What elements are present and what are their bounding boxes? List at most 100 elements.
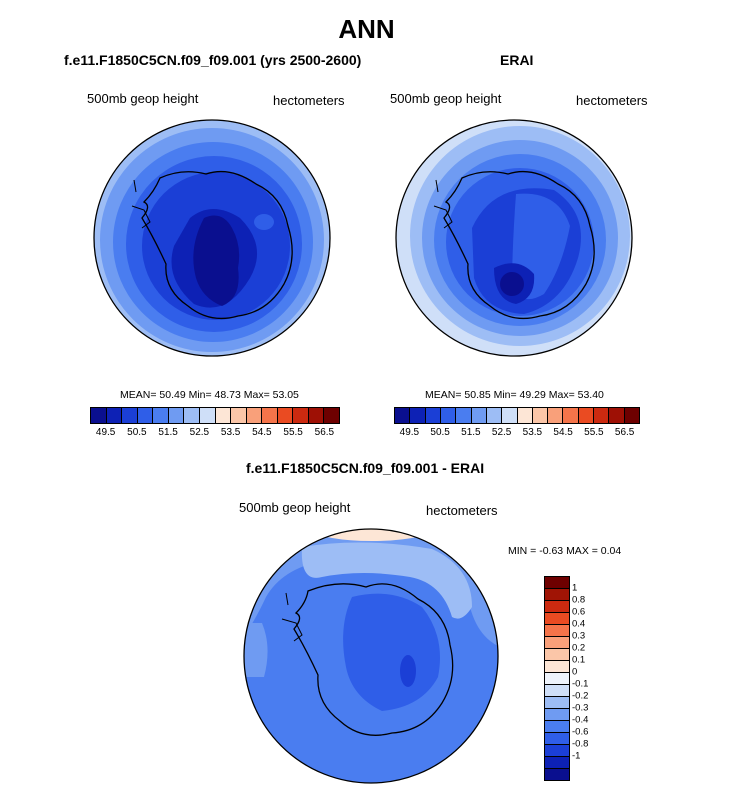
colorbar-swatch	[517, 408, 533, 423]
colorbar-swatch	[456, 408, 472, 423]
antarctica-coastline	[443, 170, 595, 320]
colorbar-tick-label: 54.5	[252, 427, 272, 438]
panel-left-label: 500mb geop height	[239, 500, 351, 515]
colorbar-tick-label: 0	[572, 666, 578, 678]
colorbar-tick-label: -0.2	[572, 690, 589, 702]
colorbar-swatch	[486, 408, 503, 423]
colorbar-swatch	[545, 625, 569, 637]
colorbar-swatch	[410, 408, 426, 423]
colorbar-swatch	[545, 577, 569, 589]
colorbar-tick-label: -0.1	[572, 678, 589, 690]
colorbar-swatch	[624, 408, 639, 423]
colorbar-tick-label: 50.5	[430, 427, 450, 438]
colorbar-swatch	[532, 408, 549, 423]
colorbar-swatch	[231, 408, 247, 423]
colorbar-swatch	[324, 408, 339, 423]
panel-title-obs: ERAI	[500, 52, 534, 68]
colorbar-tick-label: 0.8	[572, 594, 586, 606]
antarctica-coastline	[293, 583, 454, 736]
colorbar-swatch	[578, 408, 595, 423]
colorbar-swatch	[548, 408, 564, 423]
colorbar-swatch	[545, 589, 569, 601]
colorbar-swatch	[545, 685, 569, 697]
colorbar-swatch	[545, 637, 569, 649]
colorbar-swatch	[137, 408, 154, 423]
colorbar-swatch	[502, 408, 518, 423]
panel-title-diff: f.e11.F1850C5CN.f09_f09.001 - ERAI	[246, 460, 485, 476]
page-title: ANN	[338, 14, 395, 44]
diff-stats: MIN = -0.63 MAX = 0.04	[508, 545, 622, 557]
colorbar-swatch	[277, 408, 294, 423]
colorbar-ticks: 49.5 50.5 51.5 52.5 53.5 54.5 55.5 56.5	[90, 424, 340, 438]
colorbar-swatch	[545, 721, 569, 733]
colorbar-swatch	[594, 408, 610, 423]
colorbar-swatch	[545, 673, 569, 685]
colorbar-tick-label: 1	[572, 582, 578, 594]
colorbar-tick-label: 53.5	[220, 427, 241, 438]
colorbar-swatch	[545, 613, 569, 625]
colorbar-swatch	[425, 408, 441, 423]
colorbar-swatch	[545, 769, 569, 780]
colorbar-swatch	[153, 408, 169, 423]
panel-stats: MEAN= 50.49 Min= 48.73 Max= 53.05	[120, 389, 299, 401]
colorbar-swatch	[563, 408, 579, 423]
colorbar-tick-label: -0.8	[572, 738, 589, 750]
colorbar-swatches	[394, 407, 640, 424]
colorbar-swatch	[545, 733, 569, 745]
colorbar-swatch	[246, 408, 263, 423]
panel-units-label: hectometers	[273, 93, 345, 108]
colorbar-swatch	[471, 408, 487, 423]
colorbar-tick-label: 51.5	[158, 427, 178, 438]
colorbar-tick-label: 55.5	[283, 427, 303, 438]
colorbar-tick-label: 0.1	[572, 654, 586, 666]
colorbar-tick-label: 49.5	[399, 427, 420, 438]
colorbar-swatch	[184, 408, 200, 423]
colorbar-swatch	[262, 408, 278, 423]
colorbar-tick-label: 56.5	[614, 427, 635, 438]
colorbar-swatch	[122, 408, 138, 423]
panel-left-label: 500mb geop height	[390, 91, 502, 106]
colorbar-swatch	[199, 408, 216, 423]
map-obs	[395, 119, 633, 357]
colorbar-swatch	[168, 408, 185, 423]
colorbar-swatch	[215, 408, 232, 423]
antarctica-coastline	[141, 170, 293, 320]
colorbar-tick-label: 55.5	[584, 427, 604, 438]
colorbar-swatch	[106, 408, 123, 423]
colorbar-swatch	[545, 601, 569, 613]
colorbar-tick-label: 50.5	[127, 427, 147, 438]
colorbar-swatch	[545, 697, 569, 709]
map-model	[93, 119, 331, 357]
panel-left-label: 500mb geop height	[87, 91, 199, 106]
colorbar-tick-label: 49.5	[95, 427, 116, 438]
colorbar-tick-label: -0.3	[572, 702, 589, 714]
colorbar-tick-label: -1	[572, 750, 581, 762]
colorbar-tick-label: -0.4	[572, 714, 589, 726]
panel-units-label: hectometers	[426, 503, 498, 518]
colorbar-swatches	[90, 407, 340, 424]
panel-stats: MEAN= 50.85 Min= 49.29 Max= 53.40	[425, 389, 604, 401]
colorbar-tick-label: 54.5	[553, 427, 573, 438]
colorbar-model: 49.5 50.5 51.5 52.5 53.5 54.5 55.5 56.5	[90, 407, 340, 438]
panel-units-label: hectometers	[576, 93, 648, 108]
colorbar-swatch	[308, 408, 325, 423]
colorbar-tick-label: 0.3	[572, 630, 586, 642]
colorbar-swatch	[609, 408, 625, 423]
colorbar-swatch	[395, 408, 411, 423]
colorbar-tick-label: 52.5	[189, 427, 210, 438]
colorbar-swatch	[545, 745, 569, 757]
colorbar-tick-label: 0.6	[572, 606, 586, 618]
map-diff	[243, 528, 499, 784]
colorbar-tick-label: 52.5	[491, 427, 512, 438]
colorbar-tick-label: 0.2	[572, 642, 586, 654]
colorbar-swatch	[545, 649, 569, 661]
colorbar-swatch	[440, 408, 457, 423]
colorbar-swatch	[545, 757, 569, 769]
colorbar-tick-label: 51.5	[461, 427, 481, 438]
colorbar-tick-label: -0.6	[572, 726, 589, 738]
colorbar-tick-label: 53.5	[522, 427, 543, 438]
colorbar-tick-label: 0.4	[572, 618, 586, 630]
colorbar-swatch	[545, 709, 569, 721]
colorbar-swatch	[293, 408, 309, 423]
colorbar-ticks: 49.5 50.5 51.5 52.5 53.5 54.5 55.5 56.5	[394, 424, 640, 438]
